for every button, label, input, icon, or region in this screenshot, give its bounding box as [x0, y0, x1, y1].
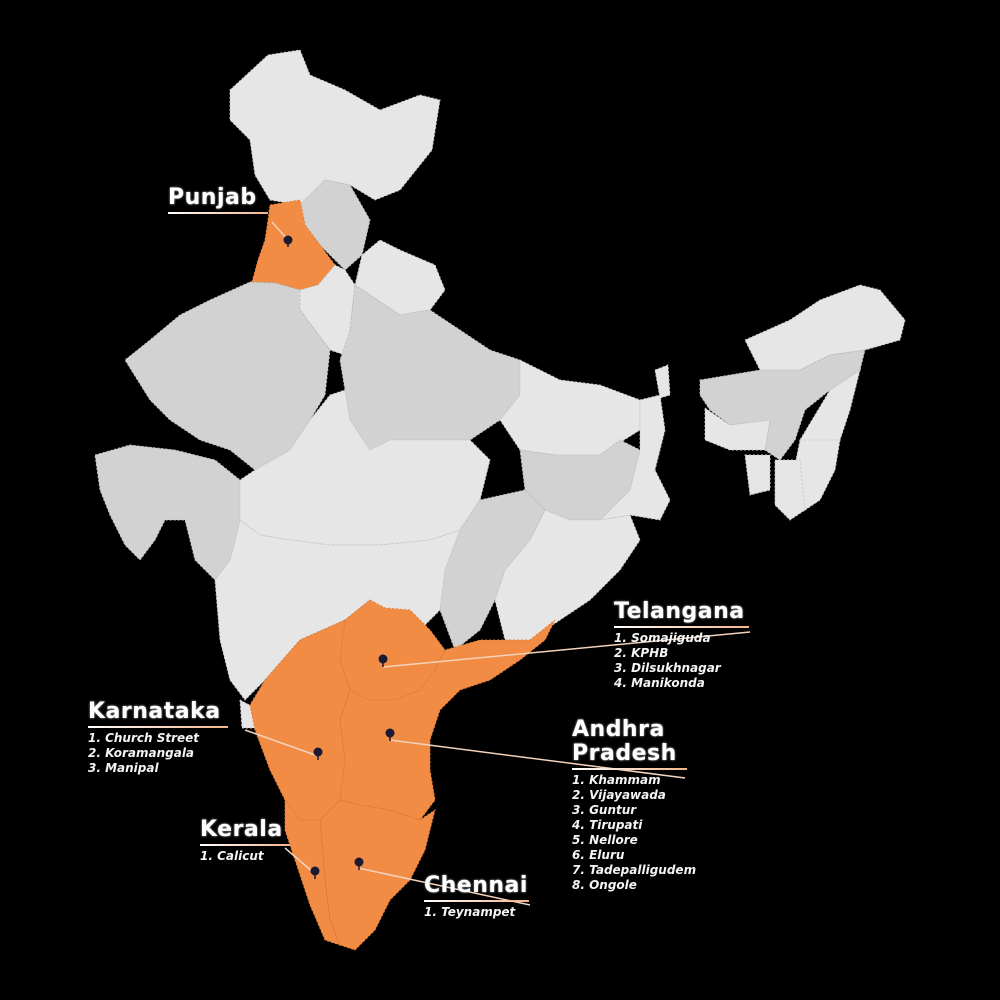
- pin-karnataka[interactable]: [313, 747, 323, 761]
- leader-kerala: [284, 847, 315, 874]
- state-jammu-kashmir[interactable]: [229, 49, 441, 206]
- label-underline: [572, 768, 687, 770]
- state-gujarat[interactable]: [94, 444, 241, 581]
- list-item: 3. Manipal: [88, 761, 159, 775]
- label-telangana: Telangana 1. Somajiguda 2. KPHB 3. Dilsu…: [614, 600, 749, 691]
- label-underline: [168, 212, 268, 214]
- list-item: 6. Eluru: [572, 848, 625, 862]
- list-item: 8. Ongole: [572, 878, 637, 892]
- state-uttar-pradesh[interactable]: [339, 284, 521, 451]
- list-item: 1. Khammam: [572, 773, 661, 787]
- state-rajasthan[interactable]: [124, 281, 331, 471]
- label-underline: [424, 900, 529, 902]
- leader-chennai: [357, 867, 531, 906]
- state-west-bengal[interactable]: [598, 394, 671, 521]
- label-title-line2: Pradesh: [572, 741, 677, 766]
- list-item: 5. Nellore: [572, 833, 638, 847]
- label-underline: [88, 726, 228, 728]
- state-chhattisgarh[interactable]: [439, 489, 546, 651]
- label-andhra-pradesh: Andhra Pradesh 1. Khammam 2. Vijayawada …: [572, 718, 696, 893]
- pin-chennai[interactable]: [354, 857, 364, 871]
- list-item: 2. KPHB: [614, 646, 669, 660]
- label-underline: [614, 626, 749, 628]
- state-uttarakhand[interactable]: [354, 239, 446, 316]
- state-maharashtra[interactable]: [214, 519, 461, 701]
- pin-punjab[interactable]: [283, 235, 293, 248]
- label-kerala: Kerala 1. Calicut: [200, 818, 290, 864]
- pin-telangana[interactable]: [378, 654, 388, 668]
- label-title: Kerala: [200, 817, 283, 842]
- label-karnataka: Karnataka 1. Church Street 2. Koramangal…: [88, 700, 228, 776]
- state-assam[interactable]: [699, 349, 866, 461]
- list-item: 1. Teynampet: [424, 905, 516, 919]
- label-punjab: Punjab: [168, 186, 268, 217]
- state-tripura[interactable]: [744, 454, 771, 496]
- list-item: 3. Guntur: [572, 803, 637, 817]
- label-chennai: Chennai 1. Teynampet: [424, 874, 529, 920]
- state-meghalaya[interactable]: [704, 407, 771, 451]
- label-title: Telangana: [614, 599, 745, 624]
- state-tamil-nadu[interactable]: [319, 799, 436, 951]
- label-underline: [200, 844, 290, 846]
- list-item: 2. Koramangala: [88, 746, 195, 760]
- list-item: 2. Vijayawada: [572, 788, 666, 802]
- branch-list: 1. Teynampet: [424, 905, 529, 920]
- leader-telangana: [382, 631, 751, 668]
- list-item: 3. Dilsukhnagar: [614, 661, 721, 675]
- state-mizoram[interactable]: [774, 459, 806, 521]
- label-title-line1: Andhra: [572, 717, 665, 742]
- branch-list: 1. Church Street 2. Koramangala 3. Manip…: [88, 731, 228, 776]
- pin-andhra[interactable]: [385, 728, 395, 742]
- label-title: Karnataka: [88, 699, 221, 724]
- list-item: 7. Tadepalligudem: [572, 863, 697, 877]
- list-item: 1. Calicut: [200, 849, 264, 863]
- leader-karnataka: [244, 729, 319, 757]
- state-odisha[interactable]: [494, 509, 641, 641]
- branch-list: 1. Calicut: [200, 849, 290, 864]
- list-item: 1. Church Street: [88, 731, 200, 745]
- state-karnataka[interactable]: [249, 619, 351, 821]
- list-item: 1. Somajiguda: [614, 631, 711, 645]
- state-madhya-pradesh[interactable]: [239, 389, 491, 546]
- state-haryana[interactable]: [299, 264, 356, 356]
- state-sikkim[interactable]: [654, 364, 671, 399]
- state-andhra-pradesh[interactable]: [339, 619, 556, 821]
- pin-kerala[interactable]: [310, 866, 320, 880]
- list-item: 4. Manikonda: [614, 676, 705, 690]
- branch-list: 1. Khammam 2. Vijayawada 3. Guntur 4. Ti…: [572, 773, 696, 893]
- label-title: Punjab: [168, 185, 257, 210]
- branch-list: 1. Somajiguda 2. KPHB 3. Dilsukhnagar 4.…: [614, 631, 749, 691]
- label-title: Chennai: [424, 873, 528, 898]
- list-item: 4. Tirupati: [572, 818, 643, 832]
- leader-andhra: [389, 739, 686, 779]
